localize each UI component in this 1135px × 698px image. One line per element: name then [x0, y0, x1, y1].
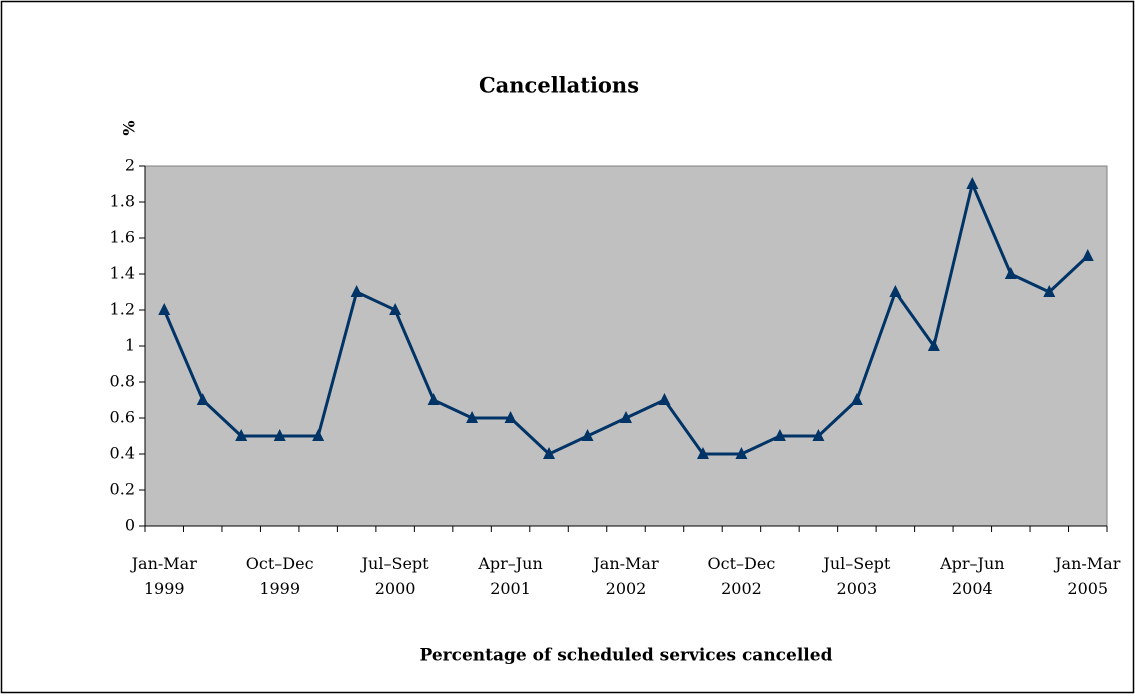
data-marker — [273, 429, 286, 441]
y-tick-label: 1.4 — [110, 264, 135, 283]
x-tick-label: Jan-Mar 1999 — [131, 554, 197, 598]
x-axis-label: Percentage of scheduled services cancell… — [420, 646, 833, 666]
y-axis-label: % — [120, 120, 139, 135]
data-marker — [1043, 285, 1056, 297]
data-marker — [196, 393, 209, 405]
data-marker — [543, 447, 556, 459]
chart-title: Cancellations — [479, 73, 639, 98]
x-tick-label: Oct–Dec 1999 — [245, 554, 314, 598]
data-marker — [889, 285, 902, 297]
data-marker — [620, 411, 632, 423]
data-marker — [350, 285, 363, 297]
data-marker — [696, 447, 709, 459]
data-marker — [735, 447, 748, 459]
x-tick-label: Jan-Mar 2005 — [1055, 554, 1121, 598]
data-marker — [850, 393, 863, 405]
y-tick-label: 0.6 — [110, 408, 135, 427]
data-marker — [1081, 249, 1094, 261]
y-tick-label: 1.8 — [110, 192, 135, 211]
data-marker — [773, 429, 786, 441]
y-tick-label: 1.6 — [110, 228, 135, 247]
data-marker — [812, 429, 825, 441]
data-marker — [1004, 267, 1017, 279]
data-marker — [466, 411, 479, 423]
data-marker — [504, 411, 517, 423]
data-marker — [312, 429, 325, 441]
y-tick-label: 0.8 — [110, 372, 135, 391]
x-tick-label: Jul–Sept 2000 — [361, 554, 429, 598]
y-tick-label: 1 — [125, 336, 135, 355]
data-marker — [927, 339, 940, 351]
data-marker — [966, 177, 979, 189]
x-tick-label: Apr–Jun 2001 — [478, 554, 543, 598]
data-marker — [389, 303, 402, 315]
plot-area — [144, 165, 1108, 527]
data-marker — [658, 393, 671, 405]
x-tick-label: Oct–Dec 2002 — [707, 554, 776, 598]
x-tick-label: Jan-Mar 2002 — [593, 554, 659, 598]
y-tick-label: 1.2 — [110, 300, 135, 319]
y-tick-label: 2 — [125, 156, 135, 175]
data-marker — [158, 303, 171, 315]
x-tick-label: Jul–Sept 2003 — [823, 554, 891, 598]
x-tick-label: Apr–Jun 2004 — [940, 554, 1005, 598]
y-tick-label: 0 — [125, 516, 135, 535]
data-marker — [235, 429, 248, 441]
y-tick-label: 0.4 — [110, 444, 135, 463]
data-marker — [427, 393, 440, 405]
y-tick-label: 0.2 — [110, 480, 135, 499]
data-marker — [581, 429, 594, 441]
